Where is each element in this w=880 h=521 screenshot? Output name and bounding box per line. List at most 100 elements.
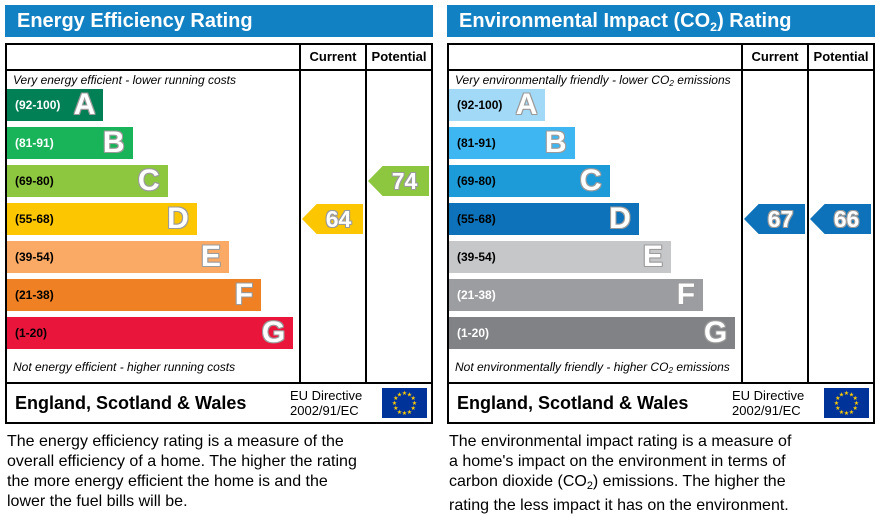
- band-f: (21-38) F: [449, 278, 704, 311]
- eu-flag-icon: ★ ★★ ★★★ ★★★ ★★★: [382, 388, 427, 418]
- chart-footer: England, Scotland & Wales EU Directive 2…: [449, 382, 873, 422]
- band-b-letter: B: [544, 126, 567, 159]
- band-a-range: (92-100): [15, 98, 61, 112]
- svg-text:★: ★: [835, 395, 840, 402]
- band-c: (69-80) C: [449, 165, 610, 197]
- potential-column-header: Potential: [365, 45, 431, 69]
- current-column: 64: [299, 71, 365, 382]
- column-header-row: Current Potential: [449, 45, 873, 71]
- environmental-impact-description: The environmental impact rating is a mea…: [449, 433, 792, 514]
- current-rating-arrow: 67: [744, 204, 805, 234]
- chart-footer: England, Scotland & Wales EU Directive 2…: [7, 382, 431, 422]
- header-spacer: [7, 45, 299, 69]
- band-d: (55-68) D: [7, 203, 197, 235]
- top-caption: Very energy efficient - lower running co…: [13, 73, 236, 87]
- energy-efficiency-description: The energy efficiency rating is a measur…: [7, 433, 357, 510]
- potential-rating-arrow: 74: [368, 166, 429, 196]
- band-d: (55-68) D: [449, 203, 639, 235]
- svg-text:★: ★: [849, 392, 854, 399]
- svg-text:★: ★: [407, 409, 412, 416]
- svg-text:★: ★: [844, 410, 849, 417]
- region-label: England, Scotland & Wales: [15, 392, 247, 413]
- band-c-letter: C: [579, 164, 602, 197]
- band-b: (81-91) B: [449, 127, 575, 159]
- band-a: (92-100) A: [7, 88, 104, 121]
- potential-column: 66: [807, 71, 873, 382]
- svg-text:★: ★: [839, 409, 844, 416]
- svg-text:★: ★: [393, 395, 398, 402]
- svg-text:★: ★: [411, 405, 416, 412]
- svg-text:★: ★: [834, 400, 839, 407]
- column-header-row: Current Potential: [7, 45, 431, 71]
- bottom-caption: Not energy efficient - higher running co…: [13, 360, 236, 374]
- energy-efficiency-title: Energy Efficiency Rating: [5, 5, 433, 37]
- svg-text:★: ★: [402, 390, 407, 397]
- potential-rating-arrow: 66: [810, 204, 871, 234]
- svg-text:★: ★: [402, 410, 407, 417]
- svg-text:★: ★: [844, 390, 849, 397]
- svg-text:★: ★: [854, 400, 859, 407]
- environmental-impact-chart: Current Potential Very environmentally f…: [447, 43, 875, 424]
- band-a-letter: A: [73, 88, 96, 121]
- rating-scale: Very environmentally friendly - lower CO…: [449, 71, 741, 382]
- current-column-header: Current: [299, 45, 365, 69]
- potential-column: 74: [365, 71, 431, 382]
- band-a-letter: A: [515, 88, 538, 121]
- band-b-range: (81-91): [15, 136, 54, 150]
- band-e-letter: E: [642, 240, 663, 273]
- current-column: 67: [741, 71, 807, 382]
- band-f-range: (21-38): [457, 288, 496, 302]
- band-f-letter: F: [676, 278, 696, 311]
- svg-text:★: ★: [835, 405, 840, 412]
- chart-body: Very energy efficient - lower running co…: [7, 71, 431, 382]
- rating-scale: Very energy efficient - lower running co…: [7, 71, 299, 382]
- top-caption: Very environmentally friendly - lower CO…: [455, 73, 731, 89]
- svg-text:★: ★: [407, 392, 412, 399]
- energy-efficiency-chart: Current Potential Very energy efficient …: [5, 43, 433, 424]
- band-c: (69-80) C: [7, 165, 168, 197]
- band-a-range: (92-100): [457, 98, 503, 112]
- svg-text:★: ★: [393, 405, 398, 412]
- svg-text:★: ★: [853, 395, 858, 402]
- svg-text:★: ★: [849, 409, 854, 416]
- band-a: (92-100) A: [449, 88, 546, 121]
- svg-text:★: ★: [411, 395, 416, 402]
- svg-text:★: ★: [853, 405, 858, 412]
- band-g: (1-20) G: [449, 316, 736, 349]
- chart-body: Very environmentally friendly - lower CO…: [449, 71, 873, 382]
- eu-directive-label: EU Directive 2002/91/EC: [732, 388, 805, 418]
- environmental-impact-title: Environmental Impact (CO2) Rating: [447, 5, 875, 37]
- svg-text:★: ★: [839, 392, 844, 399]
- band-b-range: (81-91): [457, 136, 496, 150]
- bottom-caption: Not environmentally friendly - higher CO…: [455, 360, 730, 376]
- band-g-letter: G: [703, 316, 728, 349]
- band-g-range: (1-20): [457, 326, 490, 340]
- band-e-range: (39-54): [15, 250, 54, 264]
- header-spacer: [449, 45, 741, 69]
- panel-title-text: Energy Efficiency Rating: [17, 10, 253, 32]
- band-e: (39-54) E: [7, 241, 229, 273]
- band-g-range: (1-20): [15, 326, 48, 340]
- region-label: England, Scotland & Wales: [457, 392, 689, 413]
- band-c-range: (69-80): [15, 174, 54, 188]
- band-d-letter: D: [609, 202, 631, 235]
- band-d-range: (55-68): [457, 212, 496, 226]
- band-f-range: (21-38): [15, 288, 54, 302]
- svg-text:★: ★: [397, 392, 402, 399]
- band-e: (39-54) E: [449, 241, 671, 273]
- band-c-range: (69-80): [457, 174, 496, 188]
- current-rating-arrow: 64: [302, 204, 363, 234]
- environmental-impact-panel: Environmental Impact (CO2) Rating Curren…: [447, 5, 875, 516]
- band-e-letter: E: [200, 240, 221, 273]
- band-e-range: (39-54): [457, 250, 496, 264]
- svg-text:★: ★: [397, 409, 402, 416]
- band-b-letter: B: [102, 126, 125, 159]
- current-column-header: Current: [741, 45, 807, 69]
- band-f-letter: F: [234, 278, 254, 311]
- potential-column-header: Potential: [807, 45, 873, 69]
- band-d-range: (55-68): [15, 212, 54, 226]
- energy-efficiency-panel: Energy Efficiency Rating Current Potenti…: [5, 5, 433, 516]
- band-c-letter: C: [137, 164, 160, 197]
- svg-text:★: ★: [392, 400, 397, 407]
